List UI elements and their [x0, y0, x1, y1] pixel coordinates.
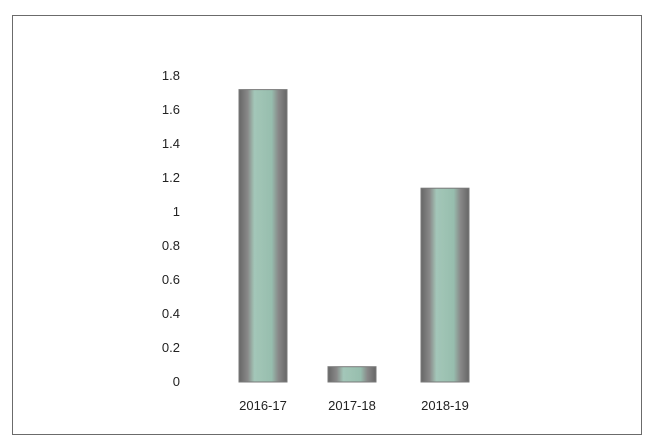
x-tick-label: 2016-17: [239, 398, 287, 413]
y-tick-label: 0.4: [162, 306, 180, 321]
bar-2016-17: [238, 89, 288, 383]
y-tick-label: 1.6: [162, 102, 180, 117]
y-tick-label: 1: [173, 204, 180, 219]
y-tick-label: 0: [173, 374, 180, 389]
y-tick-label: 1.8: [162, 68, 180, 83]
y-tick-label: 0.2: [162, 340, 180, 355]
bar-2018-19: [420, 187, 470, 383]
y-tick-label: 0.6: [162, 272, 180, 287]
y-tick-label: 0.8: [162, 238, 180, 253]
x-axis-ticks: 2016-17 2017-18 2018-19: [239, 398, 469, 413]
y-axis-ticks: 0 0.2 0.4 0.6 0.8 1 1.2 1.4 1.6 1.8: [162, 68, 180, 389]
y-tick-label: 1.4: [162, 136, 180, 151]
bar-chart: 0 0.2 0.4 0.6 0.8 1 1.2 1.4 1.6 1.8 2016-17 2017-1…: [161, 68, 470, 413]
y-tick-label: 1.2: [162, 170, 180, 185]
x-tick-label: 2018-19: [421, 398, 469, 413]
x-tick-label: 2017-18: [328, 398, 376, 413]
bar-2017-18: [327, 366, 377, 383]
bars: [238, 89, 470, 383]
